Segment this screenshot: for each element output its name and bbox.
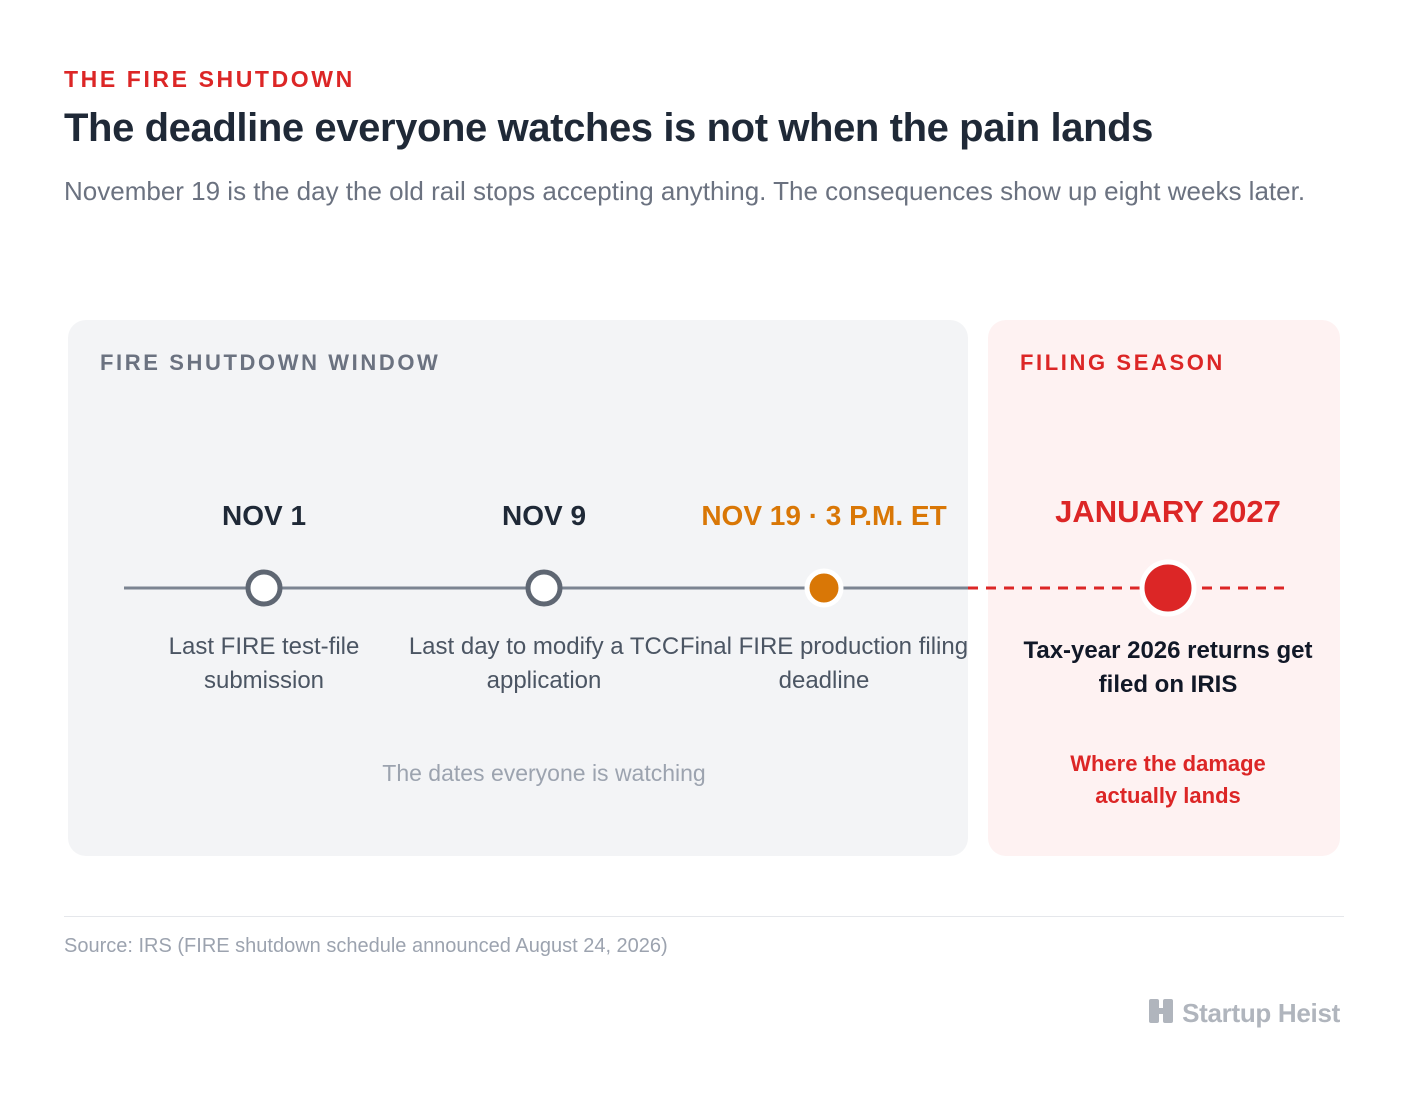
watching-note: The dates everyone is watching xyxy=(382,760,706,786)
building-icon xyxy=(1148,998,1174,1029)
filing-season-label: FILING SEASON xyxy=(1020,350,1225,375)
source-note: Source: IRS (FIRE shutdown schedule anno… xyxy=(64,935,668,957)
marker-nov-19 xyxy=(804,568,844,608)
shutdown-window-label: FIRE SHUTDOWN WINDOW xyxy=(100,350,441,375)
marker-nov-1 xyxy=(245,569,283,607)
description-nov-1: Last FIRE test-file submission xyxy=(168,633,360,694)
marker-nov-9 xyxy=(525,569,563,607)
date-nov-9: NOV 9 xyxy=(501,500,587,531)
description-nov-19: Final FIRE production filing deadline xyxy=(679,633,969,694)
date-nov-19: NOV 19 · 3 P.M. ET xyxy=(701,500,947,531)
page-subtitle: November 19 is the day the old rail stop… xyxy=(64,176,1306,206)
marker-january-2027 xyxy=(1139,559,1197,617)
damage-note: Where the damage actually lands xyxy=(1070,751,1266,808)
page-title: The deadline everyone watches is not whe… xyxy=(64,106,1153,150)
date-january-2027: JANUARY 2027 xyxy=(1055,494,1281,529)
date-nov-1: NOV 1 xyxy=(221,500,307,531)
description-nov-9: Last day to modify a TCC application xyxy=(408,633,680,694)
brand-logo: Startup Heist xyxy=(1148,998,1340,1029)
kicker: THE FIRE SHUTDOWN xyxy=(64,66,355,92)
brand-name: Startup Heist xyxy=(1182,998,1340,1028)
description-january-2027: Tax-year 2026 returns get filed on IRIS xyxy=(1023,637,1313,698)
footer-divider xyxy=(64,916,1344,917)
